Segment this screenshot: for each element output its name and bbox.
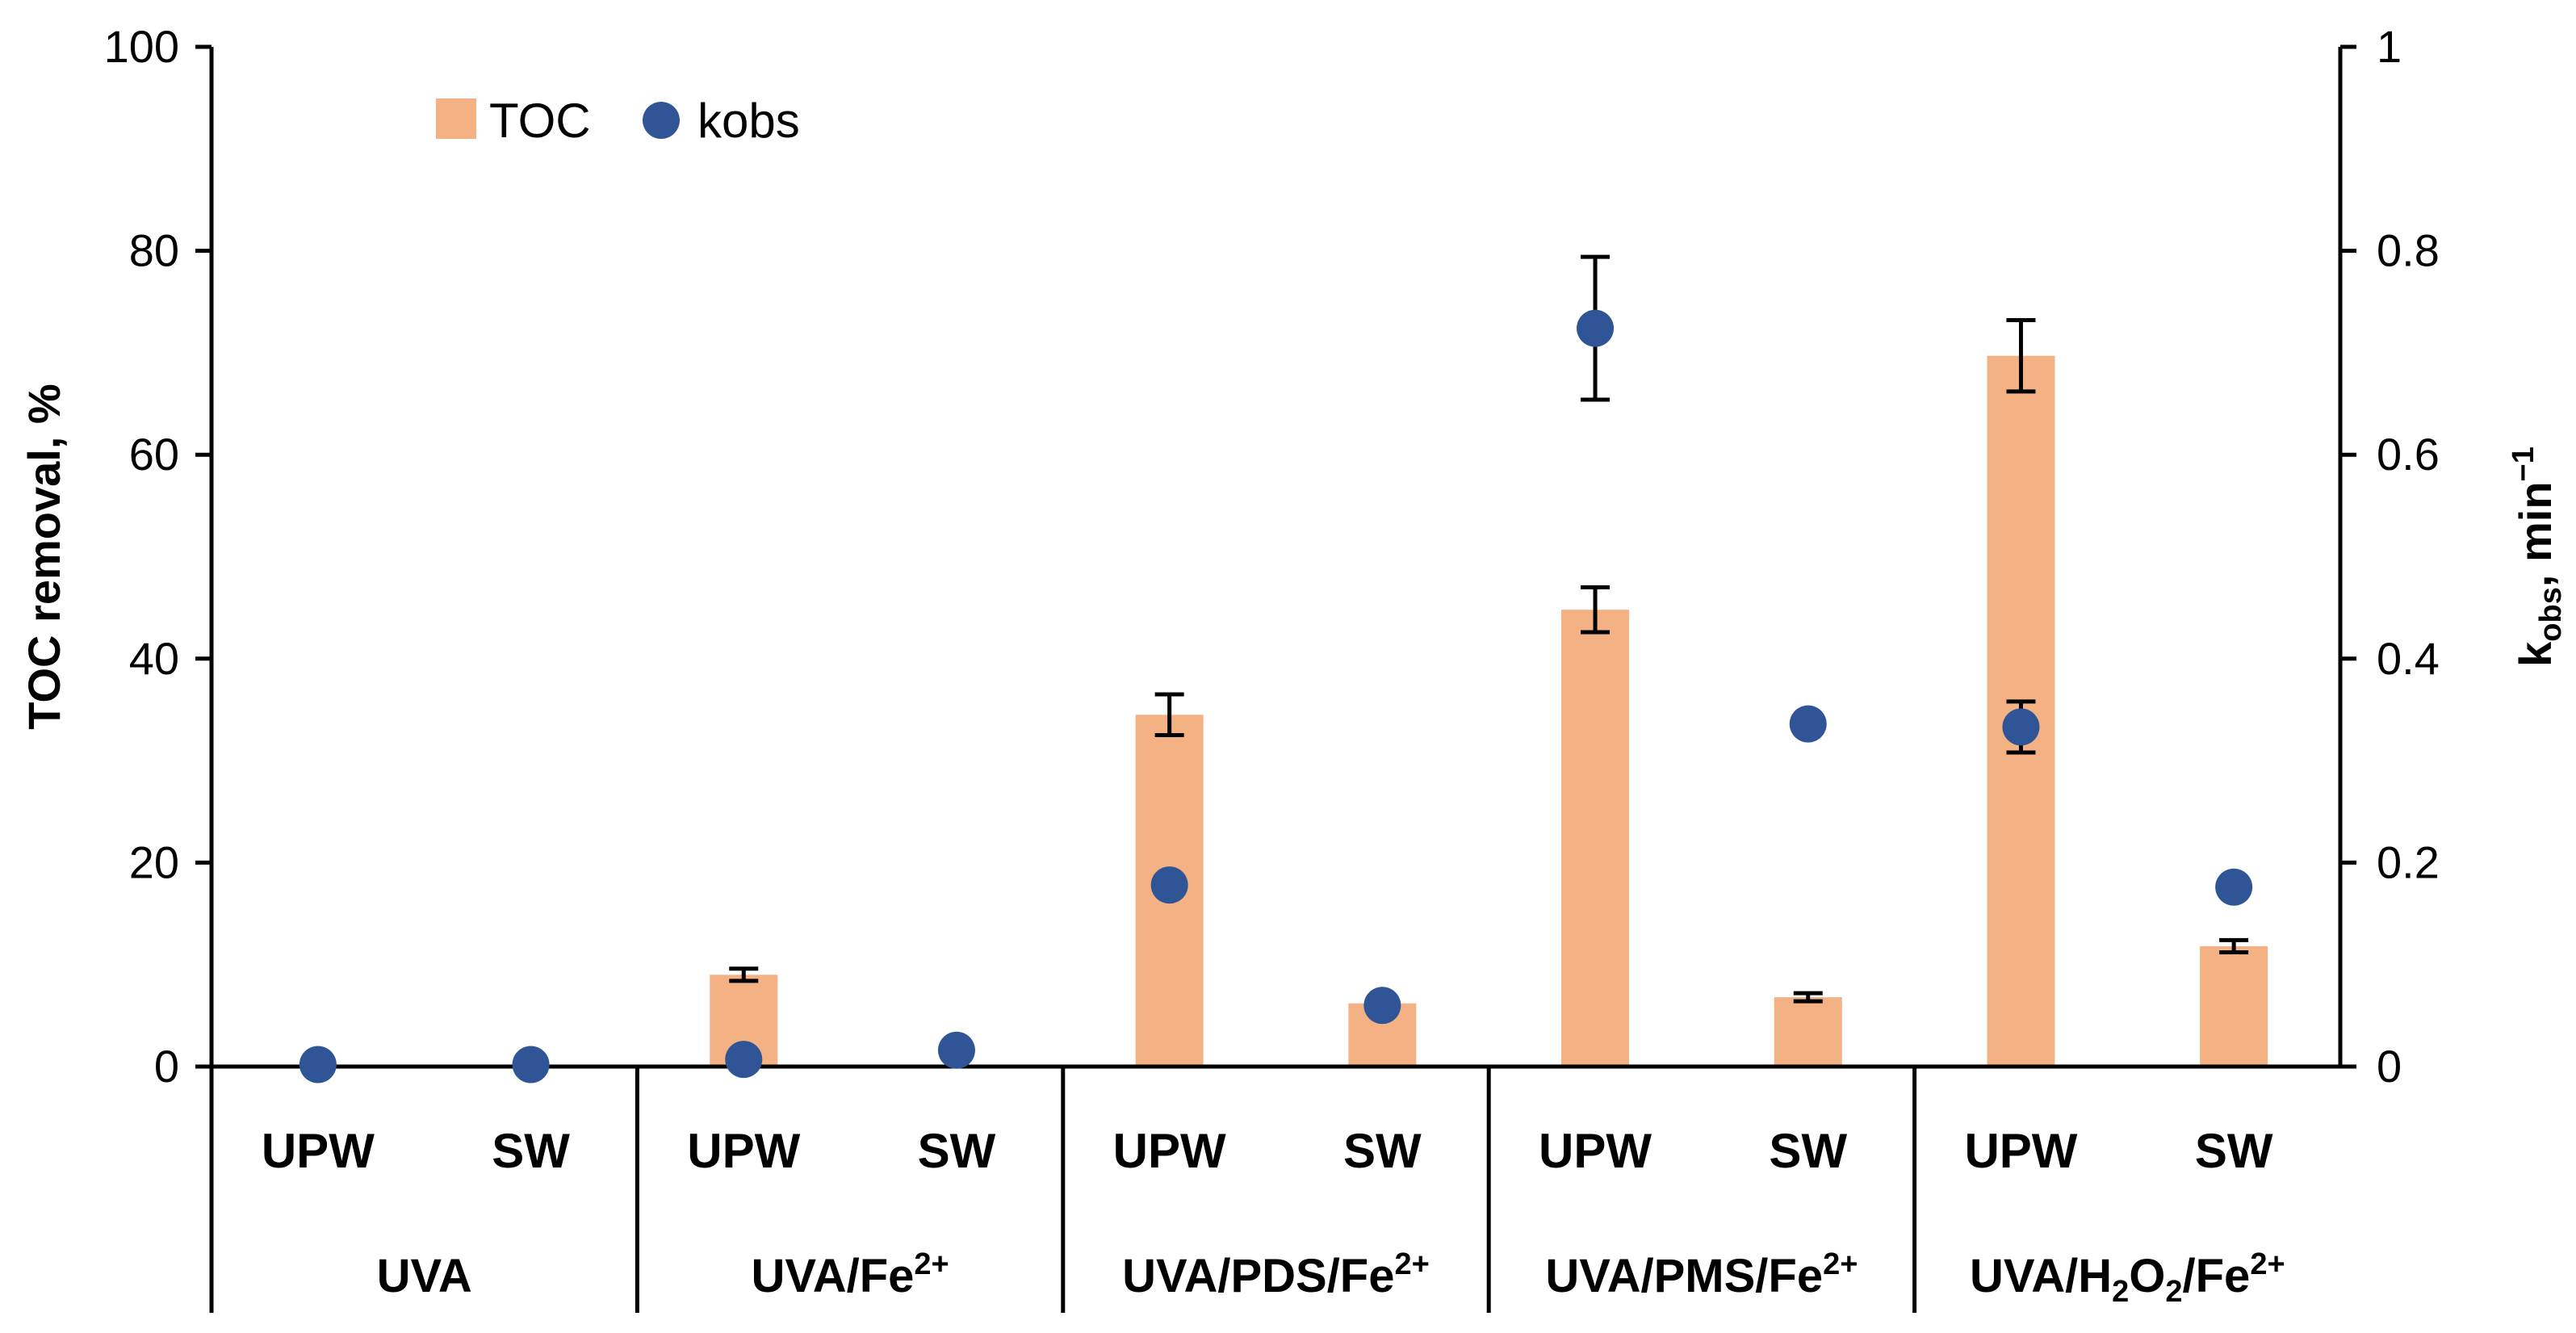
kobs-point <box>1363 987 1401 1025</box>
kobs-point <box>937 1031 975 1069</box>
group-label: UVA/PMS/Fe2+ <box>1545 1247 1858 1302</box>
right-tick-label: 1 <box>2377 21 2402 72</box>
left-tick-label: 0 <box>154 1041 179 1092</box>
sample-label: UPW <box>1539 1124 1652 1178</box>
kobs-point <box>512 1046 550 1084</box>
labels-layer: 0 20 40 60 80 100 0 0.2 0.4 0.6 0.8 1 UPW SW UVA UPW SW U… <box>19 21 2568 1309</box>
points-layer <box>299 254 2253 1084</box>
right-axis-title: kobs, min−1 <box>2507 446 2568 667</box>
left-tick-label: 60 <box>129 429 179 480</box>
sample-label: SW <box>492 1124 570 1178</box>
group-label: UVA/H2O2/Fe2+ <box>1970 1247 2285 1309</box>
legend: TOC kobs <box>436 94 800 148</box>
kobs-point <box>1789 705 1827 743</box>
left-tick-label: 40 <box>129 633 179 684</box>
group-label: UVA/Fe2+ <box>751 1247 949 1302</box>
right-tick-label: 0.2 <box>2377 836 2440 887</box>
kobs-point <box>725 1041 763 1079</box>
sample-label: SW <box>1769 1124 1847 1178</box>
legend-toc-label: TOC <box>489 94 591 148</box>
sample-label: SW <box>1343 1124 1422 1178</box>
left-tick-label: 100 <box>104 21 179 72</box>
right-tick-label: 0.6 <box>2377 429 2440 480</box>
legend-kobs-label: kobs <box>697 94 800 148</box>
kobs-point <box>2002 708 2040 746</box>
left-axis-title: TOC removal, % <box>19 384 69 729</box>
kobs-point <box>1577 309 1615 347</box>
kobs-point <box>1150 866 1188 904</box>
kobs-point <box>299 1046 337 1084</box>
sample-label: UPW <box>1113 1124 1226 1178</box>
sample-label: SW <box>2195 1124 2273 1178</box>
group-label: UVA <box>377 1250 472 1302</box>
sample-label: UPW <box>262 1124 375 1178</box>
kobs-point <box>2215 868 2253 906</box>
right-tick-label: 0.4 <box>2377 633 2440 684</box>
toc-bar <box>1774 997 1842 1067</box>
bars-layer <box>710 355 2268 1067</box>
sample-label: UPW <box>687 1124 800 1178</box>
group-label: UVA/PDS/Fe2+ <box>1122 1247 1430 1302</box>
left-tick-label: 20 <box>129 836 179 887</box>
sample-label: UPW <box>1964 1124 2077 1178</box>
right-tick-label: 0 <box>2377 1041 2402 1092</box>
right-tick-label: 0.8 <box>2377 225 2440 276</box>
toc-bar <box>1561 610 1630 1067</box>
axes-layer <box>195 44 2356 1313</box>
sample-label: SW <box>918 1124 996 1178</box>
legend-toc-swatch <box>436 99 476 139</box>
toc-bar <box>2200 945 2268 1067</box>
left-tick-label: 80 <box>129 225 179 276</box>
legend-kobs-marker <box>643 102 680 139</box>
